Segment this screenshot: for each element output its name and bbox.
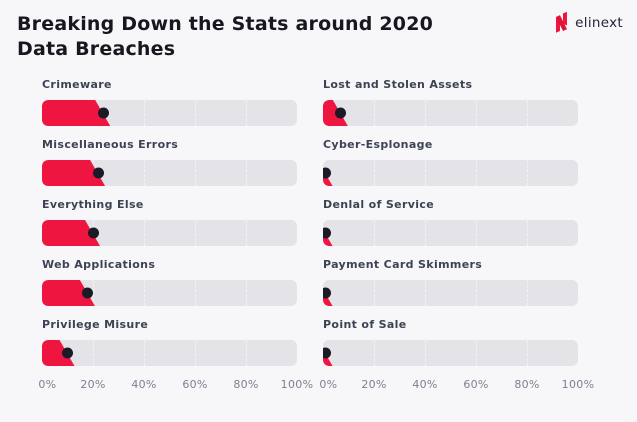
gridline (144, 160, 145, 186)
bar-label: Lost and Stolen Assets (323, 78, 473, 91)
gridline (425, 280, 426, 306)
bar-row: Payment Card Skimmers (323, 258, 578, 306)
gridline (425, 160, 426, 186)
bar-label: Cyber-Esplonage (323, 138, 433, 151)
page-title: Breaking Down the Stats around 2020 Data… (17, 13, 434, 61)
axis-tick-label: 20% (361, 378, 387, 391)
bar-label: Privilege Misure (42, 318, 149, 331)
gridline (374, 280, 375, 306)
bar-row: Everything Else (42, 198, 297, 246)
bar-row: Point of Sale (323, 318, 578, 366)
bar-track (323, 340, 578, 366)
axis-tick-label: 60% (463, 378, 489, 391)
bar-dot (323, 347, 332, 359)
axis-tick-label: 80% (514, 378, 540, 391)
bar-dot (62, 347, 73, 359)
bar-row: Crimeware (42, 78, 297, 126)
gridline (425, 100, 426, 126)
gridline (476, 280, 477, 306)
bar-label: Web Applications (42, 258, 156, 271)
gridline (527, 280, 528, 306)
axis-tick-label: 100% (280, 378, 314, 391)
bar-track (323, 220, 578, 246)
elinext-logo: elinext (552, 12, 623, 34)
gridline (144, 280, 145, 306)
bar-label: Payment Card Skimmers (323, 258, 483, 271)
bar-dot (323, 227, 332, 239)
bar-row: Cyber-Esplonage (323, 138, 578, 186)
axis-tick-label: 20% (80, 378, 106, 391)
bar-row: Denlal of Service (323, 198, 578, 246)
gridline (527, 100, 528, 126)
bar-track (42, 220, 297, 246)
gridline (374, 220, 375, 246)
axis-tick-label: 40% (131, 378, 157, 391)
bar-track (323, 100, 578, 126)
gridline (93, 340, 94, 366)
bar-chart: Crimeware Miscellaneous Errors Everything … (38, 78, 594, 394)
gridline (195, 160, 196, 186)
bar-dot (323, 167, 332, 179)
gridline (425, 220, 426, 246)
gridline (246, 160, 247, 186)
bar-row: Lost and Stolen Assets (323, 78, 578, 126)
gridline (374, 100, 375, 126)
gridline (195, 100, 196, 126)
gridline (527, 340, 528, 366)
axis-tick-label: 0% (38, 378, 57, 391)
bar-label: Crimeware (42, 78, 112, 91)
gridline (246, 280, 247, 306)
bar-track (42, 280, 297, 306)
gridline (144, 220, 145, 246)
gridline (476, 160, 477, 186)
bar-row: Web Applications (42, 258, 297, 306)
bar-label: Denlal of Service (323, 198, 435, 211)
bar-dot (335, 107, 347, 119)
chart-column-left: Crimeware Miscellaneous Errors Everything … (38, 78, 313, 394)
bar-track (42, 100, 297, 126)
axis-tick-label: 100% (561, 378, 595, 391)
bar-track (323, 280, 578, 306)
gridline (144, 340, 145, 366)
gridline (527, 160, 528, 186)
bar-dot (92, 167, 104, 179)
bar-label: Everything Else (42, 198, 144, 211)
gridline (195, 280, 196, 306)
gridline (476, 100, 477, 126)
bar-label: Miscellaneous Errors (42, 138, 179, 151)
gridline (425, 340, 426, 366)
bar-row: Privilege Misure (42, 318, 297, 366)
bar-dot (87, 227, 99, 239)
gridline (144, 100, 145, 126)
bar-track (42, 340, 297, 366)
gridline (195, 340, 196, 366)
bar-track (323, 160, 578, 186)
gridline (246, 220, 247, 246)
gridline (246, 340, 247, 366)
bar-dot (97, 107, 109, 119)
bar-label: Point of Sale (323, 318, 407, 331)
gridline (527, 220, 528, 246)
x-axis: 0% 20% 40% 60% 80% 100% (319, 378, 594, 394)
axis-tick-label: 40% (412, 378, 438, 391)
gridline (374, 340, 375, 366)
gridline (476, 220, 477, 246)
gridline (246, 100, 247, 126)
bar-track (42, 160, 297, 186)
gridline (93, 280, 94, 306)
bar-dot (323, 287, 332, 299)
elinext-logo-text: elinext (575, 15, 623, 31)
x-axis: 0% 20% 40% 60% 80% 100% (38, 378, 313, 394)
elinext-logo-icon (556, 12, 568, 33)
gridline (195, 220, 196, 246)
gridline (476, 340, 477, 366)
bar-dot (82, 287, 94, 299)
chart-column-right: Lost and Stolen Assets Cyber-Esplonage Den… (319, 78, 594, 394)
gridline (374, 160, 375, 186)
axis-tick-label: 80% (233, 378, 259, 391)
bar-row: Miscellaneous Errors (42, 138, 297, 186)
axis-tick-label: 60% (182, 378, 208, 391)
axis-tick-label: 0% (319, 378, 338, 391)
